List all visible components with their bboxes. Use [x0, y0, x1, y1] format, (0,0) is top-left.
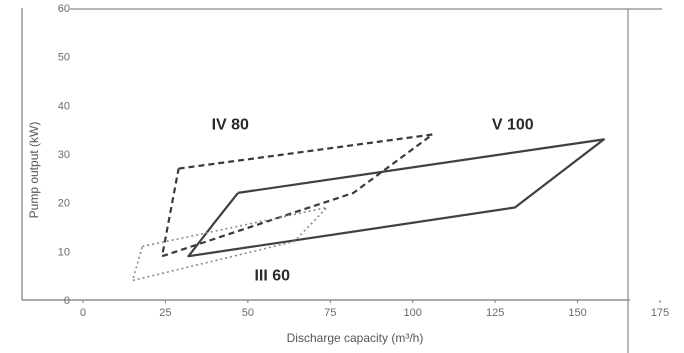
x-tick-label: 25 — [159, 307, 171, 319]
x-tick-labels: 0 25 50 75 100 125 150 175 — [80, 300, 669, 319]
series-label-iv-80: IV 80 — [212, 117, 249, 134]
chart-frame — [21, 8, 662, 353]
y-tick-label: 60 — [58, 3, 70, 15]
y-tick-label: 40 — [58, 100, 70, 112]
series-label-v-100: V 100 — [492, 117, 534, 134]
y-tick-label: 50 — [58, 52, 70, 64]
y-tick-labels: 0 10 20 30 40 50 60 — [58, 3, 70, 307]
y-tick-label: 30 — [58, 149, 70, 161]
series-outline-iii-60 — [131, 206, 328, 282]
x-axis-label: Discharge capacity (m³/h) — [287, 331, 424, 345]
series-outline-iv-80 — [161, 133, 434, 258]
y-tick-label: 0 — [64, 295, 70, 307]
x-tick-label: 150 — [568, 307, 586, 319]
x-tick-label: 50 — [242, 307, 254, 319]
y-tick-label: 20 — [58, 198, 70, 210]
series-outline-v-100 — [187, 138, 606, 258]
x-tick-label: 75 — [324, 307, 336, 319]
x-tick-label: 0 — [80, 307, 86, 319]
x-tick-label: 125 — [486, 307, 504, 319]
y-axis-label: Pump output (kW) — [27, 122, 41, 219]
y-tick-label: 10 — [58, 246, 70, 258]
x-tick-label: 100 — [404, 307, 422, 319]
x-tick-label: 175 — [651, 307, 669, 319]
series-layer: IV 80 V 100 III 60 — [131, 117, 606, 285]
series-label-iii-60: III 60 — [254, 268, 290, 285]
